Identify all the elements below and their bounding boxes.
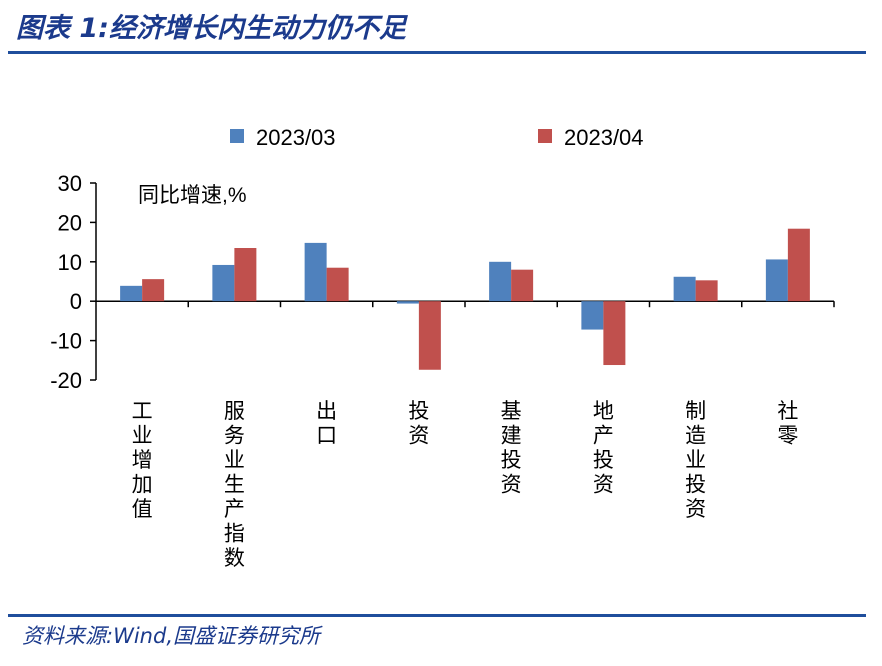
bar-series1 [396, 301, 419, 304]
bar-series1 [120, 285, 143, 302]
category-label: 投资 [408, 400, 429, 448]
category-label: 服务业生产指数 [224, 400, 245, 570]
y-tick-label: 30 [58, 171, 82, 196]
y-tick-label: -10 [50, 329, 82, 354]
bar-series2 [695, 280, 718, 302]
bar-series2 [603, 301, 626, 366]
category-label: 工业增加值 [132, 400, 153, 521]
category-label: 制造业投资 [685, 400, 706, 521]
source-note: 资料来源:Wind,国盛证券研究所 [22, 624, 320, 648]
bar-series1 [581, 301, 604, 330]
bottom-divider [8, 614, 866, 617]
top-divider [8, 51, 866, 54]
bar-series1 [304, 242, 327, 302]
legend-label-series2: 2023/04 [564, 125, 644, 150]
y-tick-label: 0 [70, 289, 82, 314]
chart-legend: 2023/03 2023/04 [230, 125, 644, 150]
category-label: 出口 [316, 400, 337, 448]
legend-swatch-series2 [538, 129, 552, 143]
chart-annotation: 同比增速,% [138, 184, 247, 207]
bar-series1 [212, 264, 235, 302]
y-tick-label: -20 [50, 368, 82, 393]
y-tick-label: 10 [58, 250, 82, 275]
bar-series2 [142, 279, 165, 302]
chart-category-labels: 工业增加值 服务业生产指数 出口 投资 基建投资 地产投资 制造业投资 社零 [132, 400, 799, 570]
bar-series2 [511, 269, 534, 302]
bar-series1 [673, 276, 696, 302]
bar-series1 [489, 261, 512, 302]
chart-bars [120, 228, 810, 370]
bar-series2 [234, 248, 257, 302]
legend-label-series1: 2023/03 [256, 125, 336, 150]
category-label: 基建投资 [501, 400, 522, 497]
bar-series1 [765, 259, 788, 302]
y-tick-label: 20 [58, 210, 82, 235]
bar-series2 [787, 228, 810, 302]
category-label: 社零 [777, 400, 798, 448]
bar-chart: 2023/03 2023/04 同比增速,% -20 -10 0 10 20 30 工业增加… [50, 125, 835, 570]
bar-series2 [418, 301, 441, 370]
bar-series2 [326, 267, 349, 302]
legend-swatch-series1 [230, 129, 244, 143]
page-title: 图表 1:经济增长内生动力仍不足 [16, 13, 406, 44]
category-label: 地产投资 [593, 400, 614, 497]
